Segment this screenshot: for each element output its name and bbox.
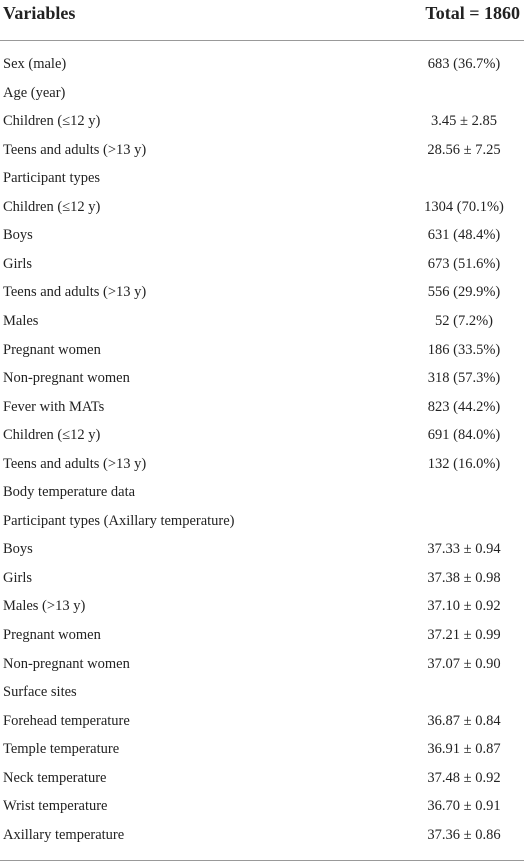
row-value: 37.38 ± 0.98	[427, 569, 501, 586]
row-label: Boys	[3, 227, 33, 244]
table-row: Participant types (Axillary temperature)	[0, 507, 524, 535]
table-row: Pregnant women 186 (33.5%)	[0, 336, 524, 364]
row-label: Forehead temperature	[3, 712, 130, 729]
row-label: Children (≤12 y)	[3, 198, 101, 215]
row-value: 186 (33.5%)	[427, 341, 501, 358]
row-value: 318 (57.3%)	[427, 370, 501, 387]
row-label: Males	[3, 312, 39, 329]
row-label: Age (year)	[3, 84, 66, 101]
row-label: Fever with MATs	[3, 398, 105, 415]
row-value: 823 (44.2%)	[427, 398, 501, 415]
row-label: Males (>13 y)	[3, 598, 86, 615]
table-row: Children (≤12 y) 691 (84.0%)	[0, 421, 524, 449]
row-label: Participant types	[3, 170, 101, 187]
row-label: Neck temperature	[3, 769, 107, 786]
table-row: Children (≤12 y) 3.45 ± 2.85	[0, 107, 524, 135]
row-value: 673 (51.6%)	[427, 255, 501, 272]
row-label: Pregnant women	[3, 341, 101, 358]
row-label: Children (≤12 y)	[3, 427, 101, 444]
row-value: 37.21 ± 0.99	[427, 627, 501, 643]
table-row: Non-pregnant women 37.07 ± 0.90	[0, 650, 524, 678]
table-row: Teens and adults (>13 y) 556 (29.9%)	[0, 278, 524, 306]
row-label: Temple temperature	[3, 741, 120, 758]
row-value: 28.56 ± 7.25	[427, 141, 501, 158]
row-value: 132 (16.0%)	[427, 455, 501, 472]
row-label: Non-pregnant women	[3, 370, 130, 387]
table-row: Males (>13 y) 37.10 ± 0.92	[0, 592, 524, 620]
table-row: Girls 673 (51.6%)	[0, 250, 524, 278]
bottom-rule	[0, 860, 524, 861]
row-value: 37.48 ± 0.92	[427, 769, 501, 786]
table-row: Fever with MATs 823 (44.2%)	[0, 393, 524, 421]
row-value: 631 (48.4%)	[427, 227, 501, 244]
column-header: Variables	[3, 3, 76, 23]
row-value: 36.87 ± 0.84	[427, 712, 501, 729]
row-value: 37.07 ± 0.90	[427, 655, 501, 672]
row-value: 37.10 ± 0.92	[427, 598, 501, 615]
table-row: Sex (male) 683 (36.7%)	[0, 50, 524, 78]
row-value: 36.70 ± 0.91	[427, 798, 501, 815]
table-row: Males 52 (7.2%)	[0, 307, 524, 335]
row-label: Surface sites	[3, 684, 77, 701]
table-row: Axillary temperature 37.36 ± 0.86	[0, 821, 524, 849]
row-label: Participant types (Axillary temperature)	[3, 512, 235, 529]
table-row: Age (year)	[0, 79, 524, 107]
row-label: Children (≤12 y)	[3, 113, 101, 130]
row-value: 691 (84.0%)	[427, 427, 501, 444]
row-label: Sex (male)	[3, 56, 67, 72]
row-label: Axillary temperature	[3, 826, 125, 843]
header-rule	[0, 40, 524, 41]
row-label: Pregnant women	[3, 627, 101, 643]
table-row: Boys 631 (48.4%)	[0, 221, 524, 249]
table-row: Teens and adults (>13 y) 28.56 ± 7.25	[0, 136, 524, 164]
row-value: 36.91 ± 0.87	[427, 741, 501, 758]
row-label: Girls	[3, 569, 32, 586]
column-header: Total = 1860	[425, 3, 520, 23]
table-row: Forehead temperature 36.87 ± 0.84	[0, 707, 524, 735]
row-value: 52 (7.2%)	[435, 312, 493, 329]
table-row: Pregnant women 37.21 ± 0.99	[0, 621, 524, 649]
table-row: Girls 37.38 ± 0.98	[0, 564, 524, 592]
row-value: 683 (36.7%)	[427, 56, 501, 72]
row-label: Teens and adults (>13 y)	[3, 284, 147, 301]
table-row: Teens and adults (>13 y) 132 (16.0%)	[0, 450, 524, 478]
row-value: 37.36 ± 0.86	[427, 826, 501, 843]
row-value: 37.33 ± 0.94	[427, 541, 501, 558]
row-value: 3.45 ± 2.85	[431, 113, 497, 130]
table-row: Body temperature data	[0, 478, 524, 506]
table-row: Children (≤12 y) 1304 (70.1%)	[0, 193, 524, 221]
row-label: Non-pregnant women	[3, 655, 130, 672]
table-row: Temple temperature 36.91 ± 0.87	[0, 735, 524, 763]
table-row: Wrist temperature 36.70 ± 0.91	[0, 792, 524, 820]
row-label: Wrist temperature	[3, 798, 108, 815]
row-label: Teens and adults (>13 y)	[3, 455, 147, 472]
row-label: Boys	[3, 541, 33, 558]
row-label: Body temperature data	[3, 484, 136, 501]
table-row: Boys 37.33 ± 0.94	[0, 535, 524, 563]
row-value: 1304 (70.1%)	[424, 198, 504, 215]
table-row: Surface sites	[0, 678, 524, 706]
table-row: Non-pregnant women 318 (57.3%)	[0, 364, 524, 392]
table-row: Neck temperature 37.48 ± 0.92	[0, 764, 524, 792]
row-label: Girls	[3, 255, 32, 272]
table-row: Participant types	[0, 164, 524, 192]
row-label: Teens and adults (>13 y)	[3, 141, 147, 158]
row-value: 556 (29.9%)	[427, 284, 501, 301]
